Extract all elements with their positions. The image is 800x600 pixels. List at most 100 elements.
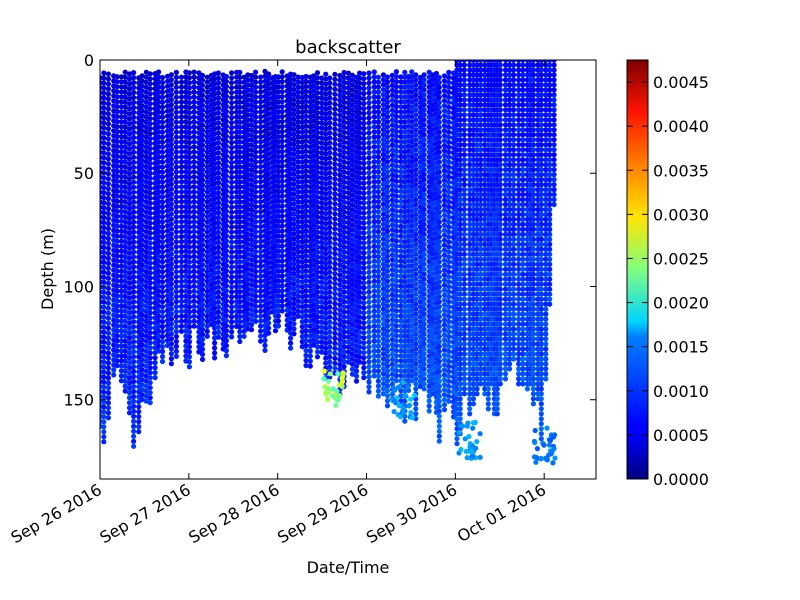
data-point bbox=[131, 204, 137, 210]
data-point bbox=[279, 293, 285, 299]
data-point bbox=[237, 244, 243, 250]
data-point bbox=[191, 233, 197, 240]
data-point bbox=[139, 123, 145, 129]
data-point bbox=[118, 203, 124, 209]
data-point bbox=[361, 275, 367, 281]
data-point bbox=[114, 213, 120, 219]
data-point bbox=[279, 203, 285, 209]
data-point bbox=[253, 268, 259, 275]
data-point bbox=[143, 363, 149, 369]
data-point bbox=[178, 313, 185, 319]
data-point bbox=[215, 274, 221, 280]
data-point bbox=[168, 236, 174, 242]
data-point bbox=[156, 139, 162, 145]
profile-2 bbox=[101, 70, 107, 445]
data-point bbox=[229, 289, 235, 295]
data-point bbox=[139, 352, 145, 358]
data-point bbox=[237, 179, 243, 185]
data-point bbox=[131, 413, 137, 419]
data-point bbox=[173, 84, 179, 90]
data-point bbox=[131, 383, 137, 390]
data-point bbox=[101, 150, 107, 156]
data-point bbox=[168, 166, 174, 172]
data-point bbox=[105, 215, 111, 222]
data-point bbox=[199, 331, 206, 338]
data-point bbox=[159, 229, 166, 235]
data-point bbox=[223, 143, 229, 149]
data-point bbox=[375, 263, 381, 270]
data-point bbox=[279, 228, 285, 234]
data-point bbox=[168, 136, 174, 143]
data-point bbox=[237, 264, 243, 270]
data-point bbox=[258, 313, 264, 319]
data-point bbox=[199, 336, 206, 342]
data-point bbox=[122, 283, 128, 289]
data-point bbox=[375, 318, 381, 324]
data-point bbox=[361, 115, 367, 122]
chart-title: backscatter bbox=[295, 37, 401, 58]
data-point bbox=[156, 94, 162, 100]
data-point bbox=[327, 294, 333, 300]
data-point bbox=[147, 205, 153, 211]
data-point bbox=[223, 188, 229, 194]
data-point bbox=[258, 84, 264, 90]
data-point bbox=[126, 235, 133, 241]
data-point bbox=[173, 184, 179, 190]
data-point bbox=[156, 263, 162, 269]
data-point bbox=[105, 86, 111, 92]
data-point bbox=[168, 351, 174, 357]
data-point bbox=[237, 338, 243, 345]
data-point bbox=[248, 227, 255, 233]
data-point bbox=[105, 275, 111, 281]
data-point bbox=[366, 130, 372, 136]
data-point bbox=[421, 171, 427, 178]
data-point bbox=[199, 157, 206, 163]
data-point bbox=[164, 203, 171, 209]
data-point bbox=[164, 173, 171, 179]
data-point bbox=[122, 253, 128, 260]
data-point bbox=[126, 190, 133, 197]
data-point bbox=[327, 224, 333, 231]
data-point bbox=[215, 259, 221, 265]
data-point bbox=[168, 211, 174, 217]
data-point bbox=[139, 113, 145, 119]
data-point bbox=[223, 293, 229, 299]
data-point bbox=[159, 224, 166, 230]
data-point bbox=[253, 229, 259, 235]
data-point bbox=[164, 332, 171, 338]
data-point bbox=[332, 320, 338, 326]
data-point bbox=[147, 330, 153, 336]
data-point bbox=[421, 306, 427, 312]
data-point bbox=[366, 264, 372, 270]
data-point bbox=[393, 123, 399, 130]
data-point bbox=[173, 219, 179, 225]
data-point bbox=[131, 129, 137, 135]
data-point bbox=[126, 205, 133, 212]
data-point bbox=[421, 361, 427, 367]
data-point bbox=[173, 169, 179, 175]
data-point bbox=[421, 92, 427, 98]
data-point bbox=[384, 238, 391, 244]
data-point bbox=[131, 324, 137, 330]
data-point bbox=[139, 152, 145, 159]
data-point bbox=[237, 299, 243, 305]
data-point bbox=[126, 245, 133, 251]
data-point bbox=[159, 339, 166, 345]
data-point bbox=[332, 295, 338, 302]
data-point bbox=[173, 323, 179, 330]
data-point bbox=[114, 293, 120, 299]
data-point bbox=[186, 269, 192, 275]
data-point bbox=[421, 231, 427, 237]
data-point bbox=[332, 156, 338, 162]
data-point bbox=[393, 113, 399, 120]
data-point bbox=[164, 128, 171, 134]
data-point bbox=[186, 214, 192, 220]
data-point bbox=[126, 126, 133, 132]
data-point bbox=[215, 269, 221, 275]
data-point bbox=[384, 203, 391, 210]
data-point bbox=[114, 183, 120, 189]
data-point bbox=[122, 104, 128, 110]
data-point bbox=[413, 406, 419, 412]
data-point bbox=[375, 174, 381, 180]
data-point bbox=[366, 359, 372, 365]
